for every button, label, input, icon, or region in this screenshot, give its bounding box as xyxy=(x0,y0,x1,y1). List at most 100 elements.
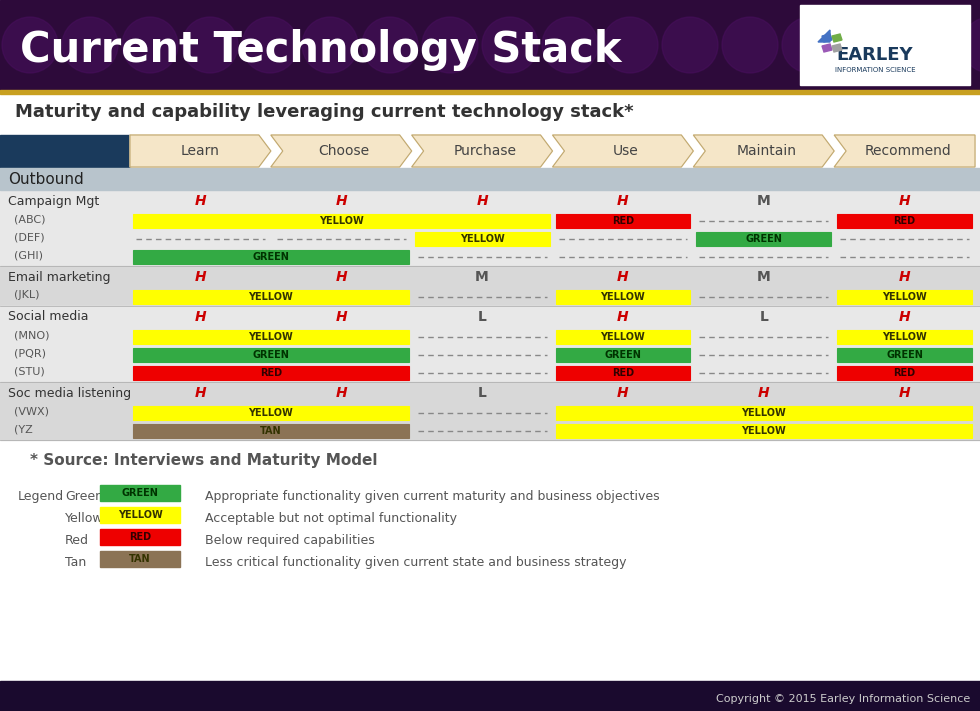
Bar xyxy=(556,330,690,344)
Text: RED: RED xyxy=(894,368,915,378)
Bar xyxy=(800,5,970,85)
Text: M: M xyxy=(757,194,770,208)
Text: YELLOW: YELLOW xyxy=(742,408,786,418)
Text: Outbound: Outbound xyxy=(8,171,83,186)
Text: M: M xyxy=(757,270,770,284)
Text: Use: Use xyxy=(613,144,639,158)
Polygon shape xyxy=(130,135,270,167)
Text: (ABC): (ABC) xyxy=(14,214,45,224)
Text: H: H xyxy=(617,386,629,400)
Text: (YZ: (YZ xyxy=(14,424,32,434)
Circle shape xyxy=(662,17,718,73)
Polygon shape xyxy=(270,135,412,167)
Polygon shape xyxy=(693,135,834,167)
Text: H: H xyxy=(899,270,910,284)
Bar xyxy=(133,250,409,264)
Text: Legend: Legend xyxy=(18,490,64,503)
Text: Tan: Tan xyxy=(65,556,86,569)
Text: Less critical functionality given current state and business strategy: Less critical functionality given curren… xyxy=(205,556,626,569)
Circle shape xyxy=(962,17,980,73)
Text: Yellow: Yellow xyxy=(65,512,104,525)
Bar xyxy=(837,330,972,344)
Circle shape xyxy=(62,17,118,73)
Text: INFORMATION SCIENCE: INFORMATION SCIENCE xyxy=(835,67,915,73)
Text: YELLOW: YELLOW xyxy=(601,292,645,302)
Bar xyxy=(556,424,972,438)
Text: H: H xyxy=(335,310,347,324)
Bar xyxy=(0,135,130,167)
Text: Purchase: Purchase xyxy=(454,144,516,158)
Text: (GHI): (GHI) xyxy=(14,250,43,260)
Text: (STU): (STU) xyxy=(14,366,45,376)
Text: L: L xyxy=(477,310,486,324)
Text: Maintain: Maintain xyxy=(737,144,797,158)
Text: YELLOW: YELLOW xyxy=(249,292,293,302)
Circle shape xyxy=(782,17,838,73)
Bar xyxy=(0,90,980,94)
Text: GREEN: GREEN xyxy=(122,488,159,498)
Text: Choose: Choose xyxy=(318,144,369,158)
Text: H: H xyxy=(899,194,910,208)
Bar xyxy=(556,214,690,228)
Text: (PQR): (PQR) xyxy=(14,348,46,358)
Text: H: H xyxy=(195,270,206,284)
Text: (VWX): (VWX) xyxy=(14,406,49,416)
Text: YELLOW: YELLOW xyxy=(882,332,927,342)
Text: Learn: Learn xyxy=(181,144,220,158)
Text: H: H xyxy=(758,386,769,400)
Text: GREEN: GREEN xyxy=(746,234,782,244)
Bar xyxy=(837,290,972,304)
Text: H: H xyxy=(195,310,206,324)
Text: H: H xyxy=(617,310,629,324)
Text: GREEN: GREEN xyxy=(253,252,289,262)
Polygon shape xyxy=(818,30,830,42)
Bar xyxy=(0,190,980,266)
Text: Below required capabilities: Below required capabilities xyxy=(205,534,374,547)
Bar xyxy=(0,306,980,382)
Polygon shape xyxy=(412,135,553,167)
Text: RED: RED xyxy=(129,532,151,542)
Text: L: L xyxy=(760,310,768,324)
Bar xyxy=(133,406,409,420)
Text: YELLOW: YELLOW xyxy=(118,510,163,520)
Bar xyxy=(0,681,980,711)
Bar xyxy=(837,366,972,380)
Text: M: M xyxy=(475,270,489,284)
Text: H: H xyxy=(476,194,488,208)
Text: Recommend: Recommend xyxy=(864,144,951,158)
Text: H: H xyxy=(899,386,910,400)
Circle shape xyxy=(602,17,658,73)
Text: Campaign Mgt: Campaign Mgt xyxy=(8,195,99,208)
Circle shape xyxy=(362,17,418,73)
Bar xyxy=(837,348,972,362)
Text: H: H xyxy=(335,270,347,284)
Text: Maturity and capability leveraging current technology stack*: Maturity and capability leveraging curre… xyxy=(15,103,634,121)
Text: H: H xyxy=(617,270,629,284)
Polygon shape xyxy=(553,135,693,167)
Circle shape xyxy=(242,17,298,73)
Text: H: H xyxy=(195,194,206,208)
Bar xyxy=(100,551,180,567)
Circle shape xyxy=(422,17,478,73)
Bar xyxy=(133,290,409,304)
Text: (DEF): (DEF) xyxy=(14,232,45,242)
Bar xyxy=(0,266,980,306)
Text: GREEN: GREEN xyxy=(886,350,923,360)
Text: YELLOW: YELLOW xyxy=(742,426,786,436)
Circle shape xyxy=(482,17,538,73)
Circle shape xyxy=(182,17,238,73)
Text: H: H xyxy=(899,310,910,324)
Polygon shape xyxy=(834,135,975,167)
Text: H: H xyxy=(335,386,347,400)
Bar xyxy=(100,529,180,545)
Polygon shape xyxy=(832,44,842,52)
Circle shape xyxy=(842,17,898,73)
Text: Appropriate functionality given current maturity and business objectives: Appropriate functionality given current … xyxy=(205,490,660,503)
Text: YELLOW: YELLOW xyxy=(882,292,927,302)
Bar xyxy=(0,0,980,90)
Circle shape xyxy=(2,17,58,73)
Text: H: H xyxy=(335,194,347,208)
Text: RED: RED xyxy=(612,368,634,378)
Circle shape xyxy=(302,17,358,73)
Text: TAN: TAN xyxy=(129,554,151,564)
